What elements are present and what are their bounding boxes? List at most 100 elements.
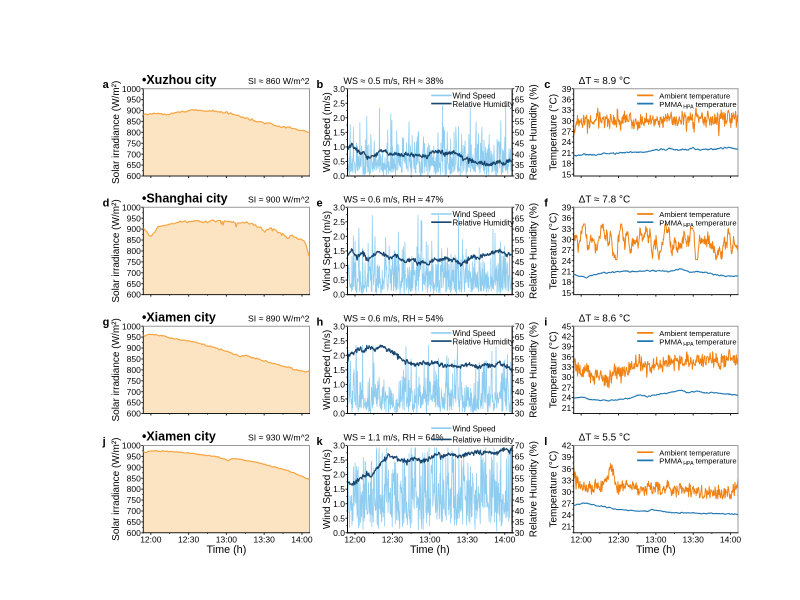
- svg-text:39: 39: [562, 84, 572, 94]
- svg-text:1.5: 1.5: [333, 365, 345, 375]
- svg-text:2.0: 2.0: [333, 113, 345, 123]
- svg-text:900: 900: [127, 343, 141, 353]
- svg-text:SI ≈ 890 W/m^2: SI ≈ 890 W/m^2: [248, 313, 310, 323]
- svg-text:Wind Speed: Wind Speed: [453, 329, 496, 338]
- svg-text:Relative Humidity: Relative Humidity: [453, 436, 514, 445]
- svg-text:13:00: 13:00: [419, 534, 441, 544]
- svg-text:33: 33: [562, 362, 572, 372]
- svg-text:950: 950: [127, 95, 141, 105]
- svg-text:e: e: [317, 198, 323, 210]
- svg-text:Wind Speed (m/s): Wind Speed (m/s): [322, 92, 333, 172]
- svg-text:14:00: 14:00: [494, 534, 516, 544]
- svg-text:21: 21: [562, 522, 572, 532]
- svg-text:800: 800: [127, 246, 141, 256]
- svg-text:0.0: 0.0: [333, 409, 345, 419]
- svg-text:Relative Humidity (%): Relative Humidity (%): [528, 322, 539, 418]
- svg-text:Relative Humidity (%): Relative Humidity (%): [528, 441, 539, 537]
- svg-text:Ambient temperature: Ambient temperature: [659, 92, 730, 101]
- svg-text:27: 27: [562, 499, 572, 509]
- svg-text:Solar irradiance (W/m²): Solar irradiance (W/m²): [111, 199, 122, 302]
- svg-text:950: 950: [127, 332, 141, 342]
- svg-text:Wind Speed: Wind Speed: [453, 92, 496, 101]
- svg-text:600: 600: [127, 409, 141, 419]
- svg-text:HPA: HPA: [683, 223, 694, 229]
- svg-text:Time (h): Time (h): [636, 544, 676, 556]
- svg-text:27: 27: [562, 382, 572, 392]
- svg-text:24: 24: [562, 510, 572, 520]
- svg-text:g: g: [103, 317, 110, 329]
- svg-text:800: 800: [127, 365, 141, 375]
- svg-text:1.0: 1.0: [333, 379, 345, 389]
- svg-text:36: 36: [562, 352, 572, 362]
- svg-text:Ambient temperature: Ambient temperature: [659, 329, 730, 338]
- svg-text:0.5: 0.5: [333, 275, 345, 285]
- svg-text:650: 650: [127, 160, 141, 170]
- svg-text:1000: 1000: [122, 84, 141, 94]
- svg-text:1.0: 1.0: [333, 142, 345, 152]
- svg-text:Solar irradiance (W/m²): Solar irradiance (W/m²): [111, 437, 122, 540]
- svg-text:Relative Humidity: Relative Humidity: [453, 337, 514, 346]
- svg-text:700: 700: [127, 506, 141, 516]
- svg-text:750: 750: [127, 376, 141, 386]
- svg-text:50: 50: [515, 246, 525, 256]
- svg-text:PMMA: PMMA: [659, 218, 683, 227]
- svg-text:40: 40: [515, 149, 525, 159]
- svg-text:12:30: 12:30: [608, 534, 630, 544]
- svg-text:Solar irradiance (W/m²): Solar irradiance (W/m²): [111, 81, 122, 184]
- svg-text:60: 60: [515, 462, 525, 472]
- svg-text:30: 30: [515, 171, 525, 181]
- svg-text:36: 36: [562, 94, 572, 104]
- svg-text:800: 800: [127, 484, 141, 494]
- svg-text:12:00: 12:00: [140, 534, 162, 544]
- svg-text:30: 30: [562, 234, 572, 244]
- svg-text:Temperature (°C): Temperature (°C): [549, 213, 560, 290]
- svg-text:800: 800: [127, 127, 141, 137]
- svg-text:600: 600: [127, 528, 141, 538]
- svg-text:1.5: 1.5: [333, 484, 345, 494]
- svg-text:ΔT ≈ 8.6 °C: ΔT ≈ 8.6 °C: [579, 313, 631, 324]
- svg-text:13:00: 13:00: [216, 534, 238, 544]
- svg-text:Wind Speed (m/s): Wind Speed (m/s): [322, 211, 333, 291]
- svg-text:Relative Humidity (%): Relative Humidity (%): [528, 84, 539, 180]
- svg-text:k: k: [317, 436, 324, 448]
- svg-text:ΔT ≈ 7.8 °C: ΔT ≈ 7.8 °C: [579, 194, 631, 205]
- svg-text:ΔT ≈ 8.9 °C: ΔT ≈ 8.9 °C: [579, 76, 631, 87]
- svg-text:40: 40: [515, 506, 525, 516]
- svg-text:600: 600: [127, 290, 141, 300]
- svg-text:SI ≈ 860 W/m^2: SI ≈ 860 W/m^2: [248, 76, 310, 86]
- svg-text:c: c: [544, 79, 550, 91]
- svg-text:Time (h): Time (h): [207, 544, 247, 556]
- svg-text:33: 33: [562, 105, 572, 115]
- svg-text:70: 70: [515, 84, 525, 94]
- svg-text:60: 60: [515, 343, 525, 353]
- svg-text:Ambient temperature: Ambient temperature: [659, 210, 730, 219]
- svg-text:temperature: temperature: [696, 457, 737, 466]
- svg-text:Solar irradiance (W/m²): Solar irradiance (W/m²): [111, 318, 122, 421]
- svg-text:750: 750: [127, 257, 141, 267]
- svg-text:2.5: 2.5: [333, 98, 345, 108]
- svg-text:24: 24: [562, 393, 572, 403]
- svg-text:2.0: 2.0: [333, 231, 345, 241]
- svg-text:Temperature (°C): Temperature (°C): [549, 451, 560, 528]
- svg-text:WS ≈ 0.6 m/s, RH ≈ 47%: WS ≈ 0.6 m/s, RH ≈ 47%: [344, 194, 444, 204]
- svg-text:b: b: [317, 79, 324, 91]
- svg-text:55: 55: [515, 117, 525, 127]
- svg-text:1.0: 1.0: [333, 499, 345, 509]
- svg-text:•Xiamen city: •Xiamen city: [142, 430, 216, 444]
- svg-text:WS ≈ 0.5 m/s, RH ≈ 38%: WS ≈ 0.5 m/s, RH ≈ 38%: [344, 76, 444, 86]
- svg-text:900: 900: [127, 106, 141, 116]
- svg-text:12:00: 12:00: [344, 534, 366, 544]
- svg-text:0.0: 0.0: [333, 171, 345, 181]
- svg-text:700: 700: [127, 268, 141, 278]
- svg-text:3.0: 3.0: [333, 441, 345, 451]
- svg-text:55: 55: [515, 235, 525, 245]
- svg-text:3.0: 3.0: [333, 202, 345, 212]
- svg-text:PMMA: PMMA: [659, 457, 683, 466]
- svg-text:750: 750: [127, 138, 141, 148]
- svg-text:900: 900: [127, 462, 141, 472]
- svg-text:Wind Speed (m/s): Wind Speed (m/s): [322, 449, 333, 529]
- svg-text:1000: 1000: [122, 202, 141, 212]
- svg-text:45: 45: [562, 321, 572, 331]
- svg-text:13:30: 13:30: [457, 534, 479, 544]
- svg-text:1000: 1000: [122, 321, 141, 331]
